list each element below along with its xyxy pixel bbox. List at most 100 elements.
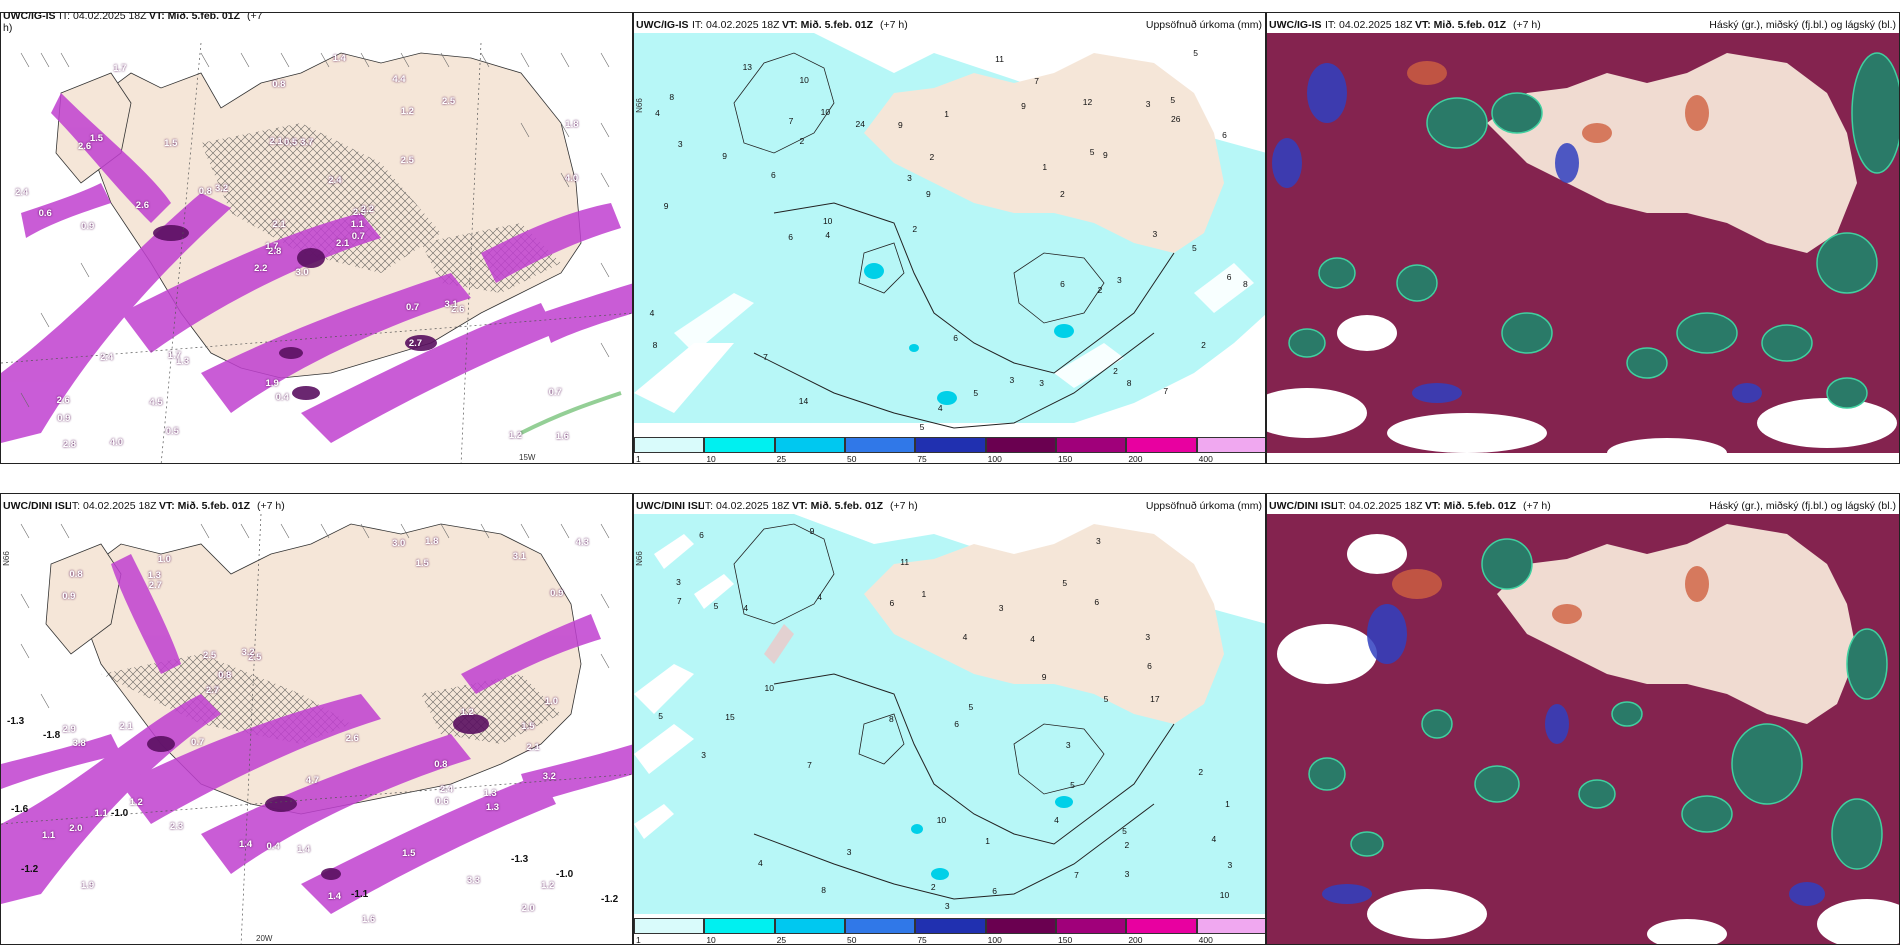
precip-value: 9 [897, 120, 903, 131]
precip-value: 5 [1103, 693, 1109, 704]
wind-value: 0.8 [218, 669, 232, 681]
wind-value: 3.3 [466, 874, 481, 886]
precip-value: 6 [770, 169, 776, 180]
colorbar-tick: 50 [847, 454, 857, 464]
wind-value: 2.7 [408, 337, 423, 349]
wind-value: 0.8 [69, 568, 83, 580]
precip-value: 13 [742, 61, 753, 72]
wind-value: 0.9 [62, 590, 76, 602]
wind-value: 1.4 [327, 890, 342, 902]
wind-value: 4.7 [305, 775, 320, 787]
precip-value: 5 [1193, 48, 1198, 59]
wind-value: 1.5 [415, 558, 429, 570]
wind-value: 2.3 [169, 821, 184, 833]
neg-value: -1.2 [21, 864, 39, 875]
wind-value: 1.2 [460, 706, 474, 718]
precip-value: 3 [1117, 274, 1122, 285]
precip-value: 7 [1163, 385, 1169, 396]
precip-value: 5 [1070, 780, 1075, 791]
lead-time: (+7 h) [890, 500, 918, 512]
neg-value: -1.1 [351, 889, 369, 900]
colorbar-swatch [1196, 918, 1265, 934]
precip-value: 4 [1211, 834, 1217, 845]
wind-value: 0.8 [272, 79, 286, 91]
precip-value: 3 [1039, 377, 1044, 388]
precip-value: 15 [725, 711, 735, 722]
wind-value: 2.3 [352, 207, 367, 219]
neg-value: -1.8 [43, 730, 61, 741]
wind-value: 3.2 [214, 183, 229, 195]
precip-value: 26 [1171, 113, 1181, 124]
precip-value: 5 [919, 421, 925, 432]
precip-value: 4 [825, 229, 831, 240]
colorbar-swatch [634, 437, 705, 453]
coord-label: N66 [634, 98, 644, 113]
header-top-right: UWC/IG-IS IT: 04.02.2025 18Z VT: Mið. 5.… [1267, 13, 1899, 35]
precip-value: 6 [1094, 597, 1100, 608]
precip-value: 3 [944, 900, 950, 911]
wind-value: 2.1 [526, 742, 540, 754]
valid-time: VT: Mið. 5.feb. 01Z [1415, 19, 1507, 31]
neg-value: -1.6 [11, 804, 29, 815]
colorbar-tick: 1 [636, 454, 641, 464]
wind-value: 0.7 [548, 387, 562, 399]
colorbar-tick: 150 [1058, 935, 1073, 945]
wind-value: 1.0 [544, 696, 559, 708]
lead-time-cont: h) [3, 22, 13, 34]
neg-value: -1.2 [601, 894, 619, 905]
wind-value: 3.0 [295, 267, 309, 279]
precip-value: 8 [889, 714, 894, 725]
colorbar-tick: 100 [987, 935, 1002, 945]
wind-value: 2.1 [272, 218, 286, 230]
precip-value: 2 [1059, 189, 1065, 199]
init-time: IT: 04.02.2025 18Z [59, 12, 147, 22]
colorbar-swatch [1196, 437, 1265, 453]
precip-value: 10 [799, 74, 809, 85]
lead-time: (+7 h) [1523, 500, 1551, 512]
neg-value: -1.3 [7, 716, 25, 727]
precip-value: 6 [954, 718, 959, 729]
coord-label: 20W [256, 934, 273, 943]
precip-value: 3 [1145, 632, 1151, 643]
precip-value: 2 [1124, 840, 1130, 851]
precip-value: 2 [930, 881, 936, 892]
precip-value: 9 [1041, 672, 1047, 683]
wind-value: 1.6 [555, 430, 569, 442]
precip-value: 3 [1095, 536, 1101, 547]
colorbar-swatch [704, 918, 775, 934]
wind-value: 2.8 [268, 245, 282, 257]
wind-value: 1.7 [167, 349, 182, 361]
precip-value: 4 [937, 403, 943, 414]
wind-value: 4.5 [149, 396, 163, 408]
precip-value: 3 [1009, 375, 1015, 386]
wind-value: 2.1 [336, 237, 350, 249]
wind-value: 1.0 [157, 554, 171, 566]
precip-value: 4 [962, 632, 968, 643]
precip-value: 7 [807, 760, 812, 771]
precip-value: 12 [1082, 97, 1093, 108]
valid-time: VT: Mið. 5.feb. 01Z [1425, 500, 1517, 512]
precip-value: 8 [821, 885, 826, 896]
wind-value: 0.9 [81, 220, 95, 232]
coord-label: 15W [519, 453, 536, 462]
init-time: IT: 04.02.2025 18Z [692, 19, 780, 31]
wind-value: 1.5 [89, 132, 104, 144]
wind-value: 1.9 [81, 879, 95, 891]
colorbar-swatch [845, 918, 916, 934]
precip-value: 3 [998, 602, 1004, 613]
model-name: UWC/DINI ISL [1269, 500, 1338, 512]
wind-value: 1.8 [565, 118, 579, 130]
precip-value: 2 [912, 223, 918, 234]
model-name: UWC/DINI ISL [636, 500, 705, 512]
wind-value: 2.4 [328, 175, 342, 187]
precip-value: 1 [1042, 162, 1048, 173]
wind-value: 1.3 [485, 802, 500, 814]
panel-top-right-clouds: UWC/IG-IS IT: 04.02.2025 18Z VT: Mið. 5.… [1266, 12, 1900, 464]
map-bottom-mid [634, 494, 1265, 944]
panel-bottom-mid-precip: UWC/DINI ISL IT: 04.02.2025 18Z VT: Mið.… [633, 493, 1266, 945]
wind-value: 0.7 [190, 736, 205, 748]
wind-value: 1.2 [541, 879, 555, 891]
colorbar-tick: 1 [636, 935, 641, 945]
valid-time: VT: Mið. 5.feb. 01Z [159, 500, 251, 512]
wind-value: 0.8 [198, 185, 212, 197]
